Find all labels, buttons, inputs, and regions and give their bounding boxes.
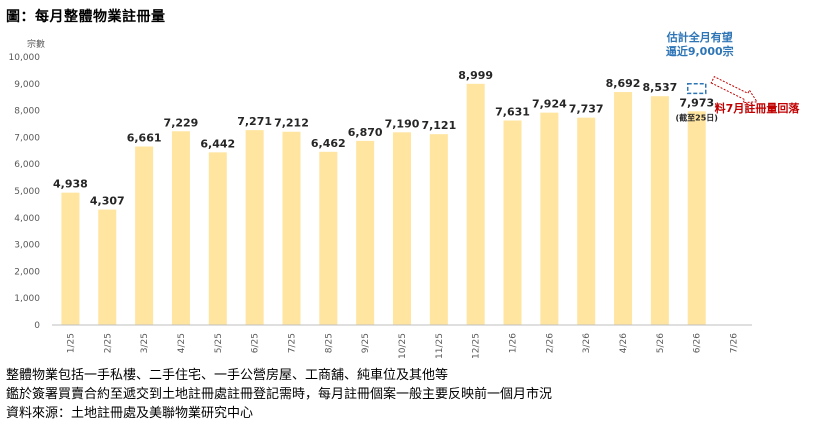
data-label: 6,661 [127, 131, 162, 144]
bar-6/25 [245, 130, 264, 325]
x-tick-label: 4/26 [619, 333, 629, 353]
data-label: 7,924 [532, 98, 567, 111]
data-label: 6,870 [348, 126, 383, 139]
x-tick-label: 8/25 [324, 333, 334, 353]
y-tick-label: 3,000 [14, 241, 40, 251]
bar-1/25 [61, 192, 80, 325]
estimate-text-line1: 估計全月有望 [666, 30, 733, 44]
footnote-lag: 鑑於簽署買賣合約至遞交到土地註冊處註冊登記需時，每月註冊個案一般主要反映前一個月… [6, 387, 553, 402]
bar-1/26 [503, 120, 522, 325]
data-label: 6,462 [311, 137, 346, 150]
bar-7/25 [282, 131, 301, 325]
y-tick-label: 1,000 [14, 294, 40, 304]
data-label: 7,229 [164, 116, 199, 129]
estimate-text-line2: 逼近9,000宗 [666, 44, 734, 58]
x-axis: 1/25 2/25 3/25 4/25 5/25 6/25 7/25 8/25 9/25 10/2… [52, 324, 752, 359]
x-tick-label: 4/25 [177, 333, 187, 353]
bar-12/25 [466, 83, 485, 325]
y-axis: 宗數 0 1,000 2,000 3,000 4,000 5,000 6,000 7,000 8,… [9, 38, 46, 331]
y-tick-label: 7,000 [14, 133, 40, 143]
x-tick-label: 1/25 [66, 333, 76, 353]
bar-3/26 [577, 117, 596, 325]
y-tick-label: 2,000 [14, 267, 40, 277]
x-tick-label: 9/25 [361, 333, 371, 353]
bar-10/25 [393, 132, 411, 325]
forecast-arrow [710, 76, 758, 104]
chart-title: 圖：每月整體物業註冊量 [6, 9, 166, 25]
data-label: 7,121 [421, 119, 456, 132]
y-tick-label: 6,000 [14, 160, 40, 170]
y-tick-label: 5,000 [14, 187, 40, 197]
bar-4/25 [171, 131, 190, 325]
x-tick-label: 7/26 [730, 333, 740, 353]
data-label: 7,737 [569, 103, 604, 116]
data-label: 4,307 [90, 195, 125, 208]
data-label: 7,271 [237, 115, 272, 128]
y-axis-title: 宗數 [27, 38, 45, 50]
data-label: 4,938 [53, 178, 88, 191]
x-tick-label: 11/25 [435, 333, 445, 359]
bar-6/26 [687, 111, 706, 325]
x-tick-label: 10/25 [398, 333, 408, 359]
partial-month-note: (截至25日) [676, 112, 718, 122]
bar-3/25 [135, 146, 154, 325]
x-tick-label: 7/25 [287, 333, 297, 353]
bar-2/25 [98, 209, 117, 325]
y-tick-label: 10,000 [9, 53, 41, 63]
bar-chart: 宗數 0 1,000 2,000 3,000 4,000 5,000 6,000 7,000 8,… [9, 30, 801, 359]
data-label: 8,999 [458, 69, 493, 82]
y-tick-label: 9,000 [14, 80, 40, 90]
bar-2/26 [540, 112, 559, 325]
data-label: 8,537 [642, 81, 677, 94]
data-label: 7,212 [274, 117, 309, 130]
data-label: 7,973 [679, 96, 714, 109]
data-label: 7,190 [385, 117, 420, 130]
x-tick-label: 12/25 [472, 333, 482, 359]
x-tick-label: 6/26 [693, 333, 703, 353]
y-tick-label: 4,000 [14, 214, 40, 224]
bar-9/25 [356, 140, 375, 325]
bar-11/25 [429, 134, 448, 325]
x-tick-label: 3/25 [140, 333, 150, 353]
bar-4/26 [614, 92, 633, 325]
forecast-text: 料7月註冊量回落 [715, 101, 801, 115]
bar-5/25 [208, 152, 227, 325]
bar-8/25 [319, 151, 338, 325]
x-tick-label: 5/26 [656, 333, 666, 353]
x-tick-label: 2/25 [103, 333, 113, 353]
x-tick-label: 2/26 [545, 333, 555, 353]
footnote-source: 資料來源：土地註冊處及美聯物業研究中心 [6, 406, 254, 421]
y-tick-label: 0 [34, 321, 40, 331]
footnote-scope: 整體物業包括一手私樓、二手住宅、一手公營房屋、工商舖、純車位及其他等 [6, 368, 449, 383]
footnotes: 整體物業包括一手私樓、二手住宅、一手公營房屋、工商舖、純車位及其他等 鑑於簽署買… [6, 366, 552, 423]
x-tick-label: 5/25 [214, 333, 224, 353]
x-tick-label: 1/26 [509, 333, 519, 353]
y-tick-label: 8,000 [14, 107, 40, 117]
bar-5/26 [650, 96, 669, 325]
data-label: 8,692 [606, 77, 641, 90]
x-tick-label: 3/26 [582, 333, 592, 353]
x-tick-label: 6/25 [251, 333, 261, 353]
data-label: 7,631 [495, 105, 530, 118]
estimate-dashed-box [686, 83, 707, 95]
data-label: 6,442 [200, 137, 235, 150]
